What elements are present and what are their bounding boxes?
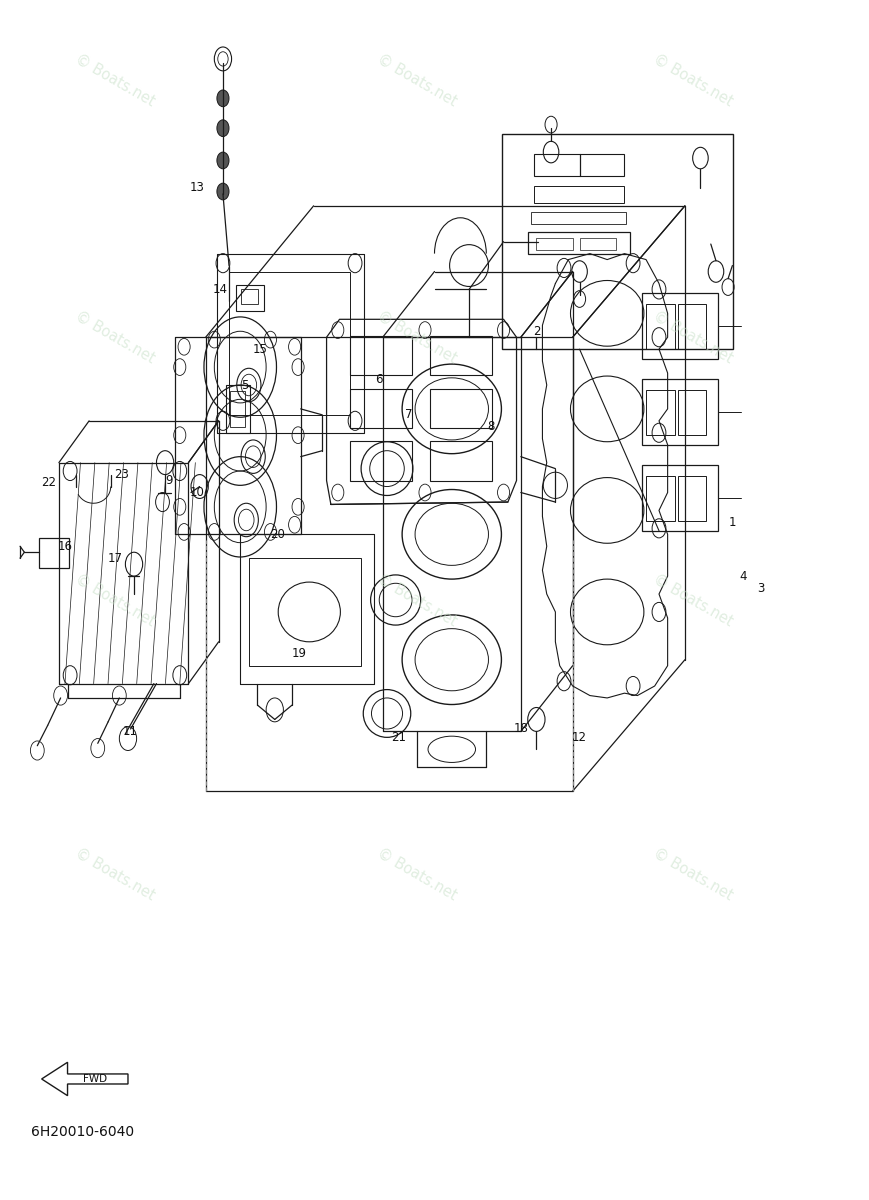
Text: 11: 11 bbox=[123, 725, 138, 738]
Text: 12: 12 bbox=[572, 731, 587, 744]
Bar bbox=[531, 212, 627, 223]
Bar bbox=[536, 238, 573, 250]
Bar bbox=[430, 389, 493, 428]
Bar bbox=[580, 238, 616, 250]
Text: 16: 16 bbox=[57, 540, 72, 553]
Text: 5: 5 bbox=[241, 378, 249, 391]
Text: 1: 1 bbox=[728, 516, 736, 529]
Text: 13: 13 bbox=[189, 181, 204, 194]
Bar bbox=[641, 293, 718, 359]
Bar bbox=[678, 390, 706, 436]
Text: © Boats.net: © Boats.net bbox=[73, 571, 157, 629]
Bar bbox=[235, 284, 263, 311]
Bar bbox=[678, 475, 706, 521]
Bar bbox=[241, 289, 258, 304]
Bar bbox=[350, 336, 412, 376]
Bar bbox=[430, 336, 493, 376]
Text: FWD: FWD bbox=[83, 1074, 107, 1084]
Text: 7: 7 bbox=[405, 408, 413, 421]
Circle shape bbox=[217, 120, 229, 137]
Bar bbox=[230, 391, 245, 427]
Bar bbox=[249, 558, 362, 666]
Bar bbox=[527, 232, 630, 253]
Text: © Boats.net: © Boats.net bbox=[651, 308, 736, 366]
Bar bbox=[534, 155, 625, 176]
Circle shape bbox=[217, 152, 229, 169]
Text: 8: 8 bbox=[487, 420, 494, 433]
Bar bbox=[350, 442, 412, 480]
Bar bbox=[430, 442, 493, 480]
Bar bbox=[646, 304, 674, 349]
Polygon shape bbox=[42, 1062, 128, 1096]
Text: © Boats.net: © Boats.net bbox=[375, 846, 460, 904]
Bar bbox=[226, 385, 249, 433]
Text: 4: 4 bbox=[740, 570, 747, 583]
Text: © Boats.net: © Boats.net bbox=[375, 308, 460, 366]
Bar bbox=[646, 475, 674, 521]
Text: 6: 6 bbox=[375, 372, 382, 385]
Text: 3: 3 bbox=[757, 582, 765, 594]
Text: © Boats.net: © Boats.net bbox=[73, 52, 157, 109]
Text: 15: 15 bbox=[253, 343, 268, 355]
Bar bbox=[641, 379, 718, 445]
Bar bbox=[641, 466, 718, 530]
Text: © Boats.net: © Boats.net bbox=[651, 571, 736, 629]
Text: 17: 17 bbox=[108, 552, 123, 565]
Circle shape bbox=[217, 90, 229, 107]
Text: © Boats.net: © Boats.net bbox=[375, 52, 460, 109]
Circle shape bbox=[217, 184, 229, 200]
Text: 10: 10 bbox=[189, 486, 204, 499]
Text: © Boats.net: © Boats.net bbox=[73, 308, 157, 366]
Bar bbox=[502, 134, 733, 349]
Text: 19: 19 bbox=[291, 647, 307, 660]
Text: 20: 20 bbox=[270, 528, 285, 541]
Text: © Boats.net: © Boats.net bbox=[375, 571, 460, 629]
Text: © Boats.net: © Boats.net bbox=[651, 52, 736, 109]
Text: 21: 21 bbox=[391, 731, 406, 744]
Bar bbox=[534, 186, 625, 204]
Text: © Boats.net: © Boats.net bbox=[651, 846, 736, 904]
Text: 18: 18 bbox=[514, 722, 528, 736]
Bar bbox=[350, 389, 412, 428]
Text: 23: 23 bbox=[115, 468, 129, 481]
Text: 9: 9 bbox=[165, 474, 172, 487]
Bar bbox=[678, 304, 706, 349]
Bar bbox=[229, 271, 350, 415]
Text: 22: 22 bbox=[41, 476, 56, 490]
Text: 14: 14 bbox=[213, 283, 228, 296]
Bar bbox=[646, 390, 674, 436]
Text: 2: 2 bbox=[533, 325, 541, 337]
Bar bbox=[39, 538, 70, 568]
Text: 6H20010-6040: 6H20010-6040 bbox=[31, 1124, 135, 1139]
Text: © Boats.net: © Boats.net bbox=[73, 846, 157, 904]
